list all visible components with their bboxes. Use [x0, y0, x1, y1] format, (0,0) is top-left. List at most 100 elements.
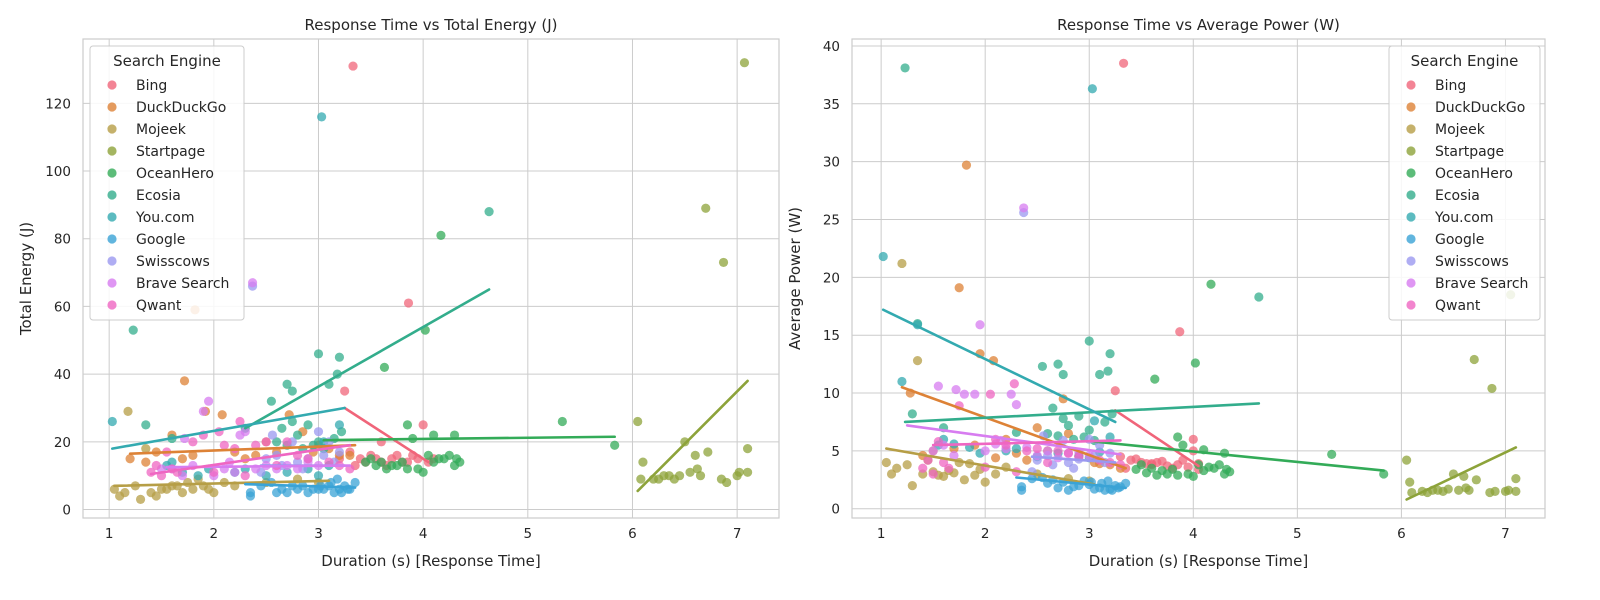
chart2-ytick-label: 5	[831, 444, 840, 460]
chart2-point-ecosia	[1084, 336, 1094, 346]
chart1-legend-marker-you-com	[107, 212, 117, 222]
chart1-point-duckduckgo	[125, 454, 135, 464]
chart2-point-google	[1089, 484, 1100, 494]
chart1-point-you-com	[317, 112, 327, 122]
chart1-point-ecosia	[292, 430, 303, 440]
chart1-point-duckduckgo	[179, 376, 190, 386]
chart2-ytick-label: 40	[823, 39, 840, 55]
chart1-point-oceanhero	[402, 420, 413, 430]
chart1-point-qwant	[151, 460, 161, 471]
chart2-point-brave-search	[980, 446, 990, 456]
chart1-point-duckduckgo	[217, 410, 227, 420]
chart2-point-oceanhero	[1214, 460, 1224, 470]
chart1-ytick-label: 40	[54, 367, 71, 383]
chart1-series-startpage	[633, 58, 753, 488]
chart1-point-bing	[403, 298, 414, 308]
chart2-point-oceanhero	[1150, 374, 1160, 384]
chart1-point-bing	[418, 420, 428, 430]
chart2-legend-marker-brave-search	[1406, 278, 1416, 288]
chart2-point-mojeek	[892, 463, 902, 473]
chart2-point-ecosia	[1053, 359, 1063, 369]
chart1-point-oceanhero	[429, 430, 439, 440]
chart2-xtick-label: 1	[877, 526, 886, 542]
chart1-trend-duckduckgo	[128, 443, 357, 455]
chart2-legend-marker-bing	[1406, 80, 1416, 90]
chart1-trend-you-com	[111, 406, 346, 450]
chart2-legend-label-mojeek: Mojeek	[1435, 122, 1486, 138]
chart1-trend-oceanhero	[322, 435, 616, 442]
chart2-point-you-com	[1089, 416, 1100, 426]
chart1-legend-box	[89, 45, 245, 321]
chart2-point-duckduckgo	[1032, 423, 1042, 433]
chart1-point-startpage	[638, 457, 648, 467]
chart1-legend-label-oceanhero: OceanHero	[136, 166, 214, 182]
chart1-point-oceanhero	[418, 467, 428, 477]
chart1-point-qwant	[188, 437, 198, 447]
chart2-legend-label-ecosia: Ecosia	[1435, 188, 1480, 204]
chart1-point-google	[329, 488, 339, 498]
chart2-point-startpage	[1471, 475, 1481, 485]
chart2-point-qwant	[1063, 448, 1074, 458]
chart2-point-qwant	[1001, 440, 1011, 450]
chart1-point-duckduckgo	[141, 457, 151, 467]
chart2-point-brave-search	[951, 384, 961, 395]
chart1-point-oceanhero	[434, 454, 444, 464]
chart2-point-brave-search	[1019, 203, 1029, 213]
chart1-series-oceanhero	[360, 230, 620, 477]
chart1-point-google	[350, 477, 360, 488]
chart1-point-qwant	[235, 416, 245, 427]
chart1-point-startpage	[743, 467, 753, 477]
chart1-point-brave-search	[230, 467, 240, 477]
chart1-xtick-label: 6	[628, 526, 637, 542]
chart2-point-bing	[1183, 462, 1193, 472]
chart1-legend-marker-brave-search	[107, 278, 117, 288]
chart1-legend-label-duckduckgo: DuckDuckGo	[136, 100, 226, 116]
chart1-legend-label-google: Google	[136, 232, 185, 248]
chart1-trend-google	[243, 482, 357, 489]
chart2-point-startpage	[1402, 455, 1412, 465]
chart2: 1 2 3 4 5 6 7 0 5 10 15 20 25 30 35 40 Response Time vs …	[786, 16, 1546, 570]
chart2-point-you-com	[1105, 432, 1115, 442]
chart2-point-ecosia	[1058, 369, 1068, 380]
chart2-legend-marker-swisscows	[1406, 256, 1416, 266]
chart2-point-mojeek	[980, 477, 990, 487]
chart1-plot-frame	[82, 38, 780, 519]
chart2-point-qwant	[1009, 379, 1019, 389]
chart2-trend-oceanhero	[1093, 440, 1386, 472]
chart2-point-qwant	[1053, 446, 1063, 456]
chart1-xtick-label: 7	[733, 526, 742, 542]
chart1-point-bing	[348, 61, 358, 71]
chart1-trend-qwant	[149, 443, 352, 476]
chart1-point-ecosia	[128, 325, 138, 335]
chart2-legend-label-google: Google	[1435, 232, 1484, 248]
chart2-point-startpage	[1443, 484, 1453, 494]
chart1-point-oceanhero	[392, 460, 402, 471]
chart1-point-swisscows	[313, 427, 324, 437]
chart1-point-startpage	[690, 450, 700, 460]
chart1-point-bing	[340, 386, 350, 396]
chart2-trend-google	[1015, 476, 1127, 490]
chart1-point-mojeek	[151, 491, 161, 501]
chart1-legend-label-bing: Bing	[136, 78, 167, 94]
chart1-point-brave-search	[240, 427, 250, 437]
chart1-point-ecosia	[308, 440, 318, 450]
chart2-ytick-label: 20	[823, 270, 840, 286]
chart2-legend-title: Search Engine	[1411, 52, 1519, 70]
chart1-point-startpage	[695, 471, 706, 481]
chart1-point-oceanhero	[557, 416, 567, 427]
chart1-xlabel: Duration (s) [Response Time]	[321, 552, 540, 570]
chart1-xtick-label: 2	[210, 526, 219, 542]
chart1-point-ecosia	[277, 423, 287, 433]
chart2-ytick-label: 35	[823, 97, 840, 113]
chart2-point-brave-search	[949, 450, 959, 461]
chart2-point-qwant	[918, 463, 928, 473]
chart1-trend-startpage	[636, 379, 749, 493]
chart2-legend-marker-mojeek	[1406, 124, 1416, 134]
chart2-point-startpage	[1511, 474, 1521, 484]
chart2-legend-label-qwant: Qwant	[1435, 298, 1481, 314]
chart1-point-swisscows	[334, 447, 345, 457]
chart2-point-startpage	[1469, 354, 1479, 365]
chart1-point-oceanhero	[360, 457, 371, 467]
chart2-point-google	[1121, 478, 1131, 488]
chart1-point-startpage	[703, 447, 713, 457]
